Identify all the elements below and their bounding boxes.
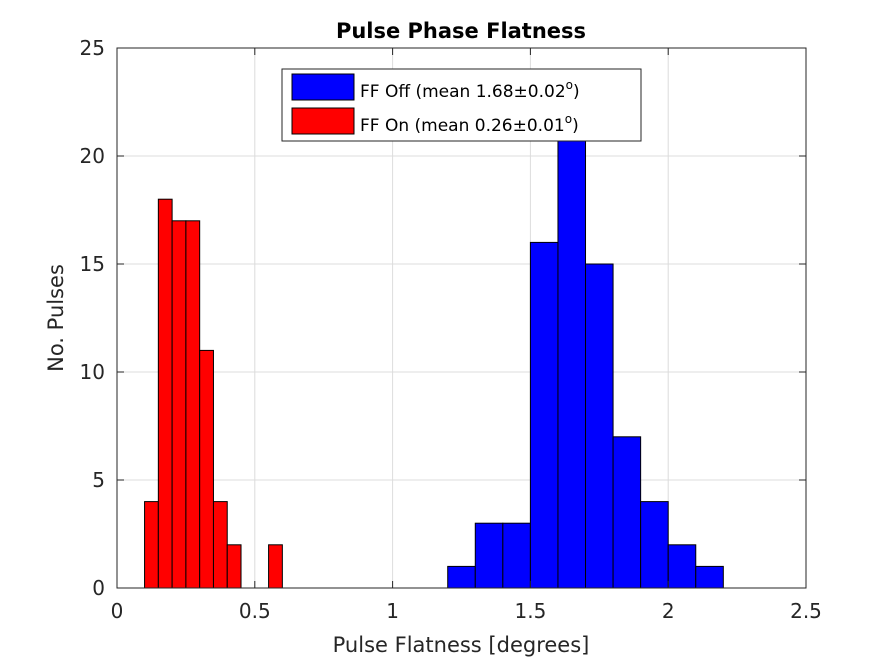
y-tick-label: 5 [92,468,105,492]
x-tick-label: 1 [386,599,399,623]
bar-ff-off [612,436,642,589]
bar-ff-off [667,544,697,589]
bar-ff-off [529,241,559,589]
bar-ff-off [585,263,614,589]
legend-entry-ff-off: FF Off (mean 1.68±0.02o) [360,78,580,102]
x-axis-label: Pulse Flatness [degrees] [333,633,590,657]
bar-ff-on [144,501,159,589]
x-tick-label: 0.5 [239,599,271,623]
bar-ff-on [268,544,283,589]
bar-ff-on [212,501,228,589]
bar-ff-off [474,522,504,589]
legend-label-ff-off: FF Off (mean 1.68±0.02 [360,82,566,102]
legend-degree-ff-on: o [565,112,572,126]
tick-labels: 0 0.5 1 1.5 2 2.5 0 5 10 15 20 25 [80,36,822,623]
legend-degree-ff-off: o [566,78,573,92]
bar-ff-on [185,220,201,589]
x-tick-label: 2 [662,599,675,623]
chart-title: Pulse Phase Flatness [336,19,586,43]
legend-close-ff-off: ) [573,82,580,102]
bar-ff-on [226,544,242,589]
bar-ff-on [199,349,214,589]
y-tick-label: 15 [80,252,105,276]
legend-swatch-ff-on [291,107,355,135]
histogram-bars [144,133,724,589]
legend-swatch-ff-off [291,73,355,101]
bar-ff-on [157,198,173,589]
legend-label-ff-on: FF On (mean 0.26±0.01 [360,116,565,136]
bar-ff-off [502,522,531,589]
bar-ff-off [640,501,669,589]
y-axis-label: No. Pulses [44,264,68,372]
legend-entry-ff-on: FF On (mean 0.26±0.01o) [360,112,579,136]
axis-ticks [116,47,807,589]
y-tick-label: 25 [80,36,105,60]
y-tick-label: 20 [80,144,105,168]
legend: FF Off (mean 1.68±0.02o) FF On (mean 0.2… [281,68,642,142]
bar-ff-off [557,133,587,589]
y-tick-label: 10 [80,360,105,384]
bar-ff-on [171,220,187,589]
plot-frame [116,47,807,589]
x-tick-label: 2.5 [790,599,822,623]
x-tick-label: 0 [111,599,124,623]
y-tick-label: 0 [92,576,105,600]
bar-ff-off [695,565,724,589]
bar-ff-off [447,565,476,589]
legend-close-ff-on: ) [572,116,579,136]
x-tick-label: 1.5 [514,599,546,623]
